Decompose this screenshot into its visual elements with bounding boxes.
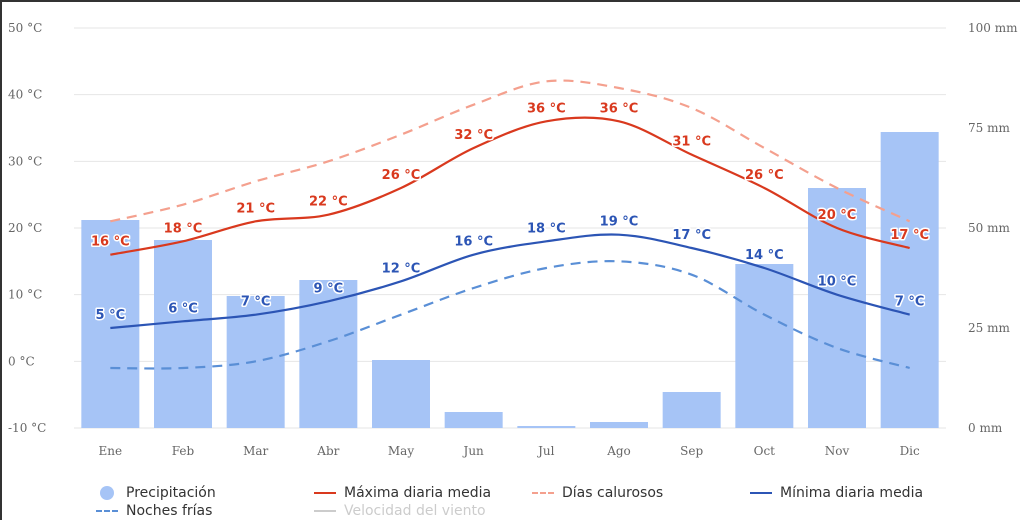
y-left-tick-label: 40 °C (8, 88, 42, 102)
climate-chart: 50 °C 40 °C 30 °C 20 °C 10 °C 0 °C -10 °C 100 … (8, 21, 1018, 458)
y-right-tick-label: 75 mm (968, 121, 1010, 135)
data-label: 36 °C (527, 101, 566, 116)
x-tick-label: Mar (243, 444, 268, 458)
data-label: 19 °C (600, 215, 639, 230)
x-tick-label: Ago (606, 444, 631, 458)
legend-item-dias-calurosos[interactable]: Días calurosos (532, 484, 663, 502)
x-tick-label: Jun (462, 444, 485, 458)
legend-item-noches-frias[interactable]: Noches frías (96, 502, 212, 520)
line-icon (314, 486, 336, 500)
data-label: 31 °C (672, 135, 711, 150)
data-label: 21 °C (236, 201, 275, 216)
dot-icon (96, 486, 118, 500)
dashed-series-d-as-calurosos (110, 79, 911, 223)
dashed-line-icon (96, 504, 118, 518)
x-tick-label: Nov (825, 444, 850, 458)
y-left-tick-label: 50 °C (8, 21, 42, 35)
precipitation-bar (154, 240, 212, 428)
legend-label: Días calurosos (562, 485, 664, 501)
precipitation-bar (444, 412, 503, 428)
y-right-tick-label: 0 mm (968, 421, 1003, 435)
line-icon (750, 486, 772, 500)
y-axis-left-ticks: 50 °C 40 °C 30 °C 20 °C 10 °C 0 °C -10 °C (8, 21, 46, 435)
data-labels: 16 °C 18 °C 21 °C 22 °C 26 °C 32 °C 36 °C 36 °C… (89, 100, 930, 325)
data-label: 10 °C (818, 275, 857, 290)
precipitation-bar (590, 422, 648, 428)
data-label: 6 °C (168, 301, 198, 316)
legend-label: Noches frías (126, 503, 213, 519)
line-icon (314, 504, 336, 518)
grid-lines (74, 27, 946, 429)
data-label: 16 °C (454, 235, 493, 250)
legend-label: Mínima diaria media (780, 485, 924, 501)
precipitation-bar (735, 264, 794, 428)
legend-label: Velocidad del viento (344, 503, 486, 519)
data-label: 12 °C (382, 261, 421, 276)
y-left-tick-label: 0 °C (8, 354, 35, 368)
y-left-tick-label: -10 °C (8, 421, 46, 435)
data-label: 26 °C (745, 168, 784, 183)
data-label: 16 °C (91, 235, 130, 250)
legend: Precipitación Máxima diaria media Días c… (0, 478, 1020, 520)
legend-label: Precipitación (126, 485, 216, 501)
y-right-tick-label: 25 mm (968, 321, 1010, 335)
precipitation-bar (662, 392, 721, 428)
precipitation-bars (81, 132, 939, 428)
legend-item-velocidad-viento[interactable]: Velocidad del viento (314, 502, 486, 520)
x-tick-label: May (388, 444, 414, 458)
precipitation-bar (880, 132, 939, 428)
dashed-line-icon (532, 486, 554, 500)
y-right-tick-label: 100 mm (968, 21, 1018, 35)
data-label: 26 °C (382, 168, 421, 183)
data-label: 36 °C (600, 101, 639, 116)
dashed-series-noches-fr-as (110, 260, 910, 370)
data-label: 9 °C (314, 281, 344, 296)
y-left-tick-label: 30 °C (8, 154, 42, 168)
data-label: 20 °C (818, 208, 857, 223)
line-series-m-xima-diaria-media (110, 116, 910, 256)
data-label: 7 °C (241, 295, 271, 310)
x-tick-label: Feb (172, 444, 195, 458)
data-label: 14 °C (745, 248, 784, 263)
data-label: 18 °C (164, 221, 203, 236)
data-label: 17 °C (890, 228, 929, 243)
x-axis-ticks: Ene Feb Mar Abr May Jun Jul Ago Sep Oct Nov Dic (99, 444, 920, 458)
x-tick-label: Dic (900, 444, 920, 458)
legend-label: Máxima diaria media (344, 485, 492, 501)
y-left-tick-label: 10 °C (8, 288, 42, 302)
data-label: 22 °C (309, 195, 348, 210)
legend-item-minima[interactable]: Mínima diaria media (750, 484, 923, 502)
temperature-lines (110, 79, 911, 370)
data-label: 32 °C (454, 128, 493, 143)
y-axis-right-ticks: 100 mm 75 mm 50 mm 25 mm 0 mm (968, 21, 1018, 435)
y-right-tick-label: 50 mm (968, 221, 1010, 235)
data-label: 7 °C (895, 295, 925, 310)
precipitation-bar (372, 360, 430, 428)
x-tick-label: Abr (316, 444, 339, 458)
line-series-m-nima-diaria-media (110, 233, 910, 330)
data-label: 18 °C (527, 221, 566, 236)
legend-item-precipitacion[interactable]: Precipitación (96, 484, 216, 502)
data-label: 5 °C (96, 308, 126, 323)
data-label: 17 °C (672, 228, 711, 243)
precipitation-bar (517, 426, 576, 428)
x-tick-label: Jul (536, 444, 555, 458)
x-tick-label: Oct (754, 444, 776, 458)
y-left-tick-label: 20 °C (8, 221, 42, 235)
legend-item-maxima[interactable]: Máxima diaria media (314, 484, 491, 502)
frame-left-border (0, 0, 2, 520)
x-tick-label: Ene (99, 444, 123, 458)
frame-top-border (0, 0, 1020, 2)
x-tick-label: Sep (680, 444, 703, 458)
precipitation-bar (808, 188, 866, 428)
